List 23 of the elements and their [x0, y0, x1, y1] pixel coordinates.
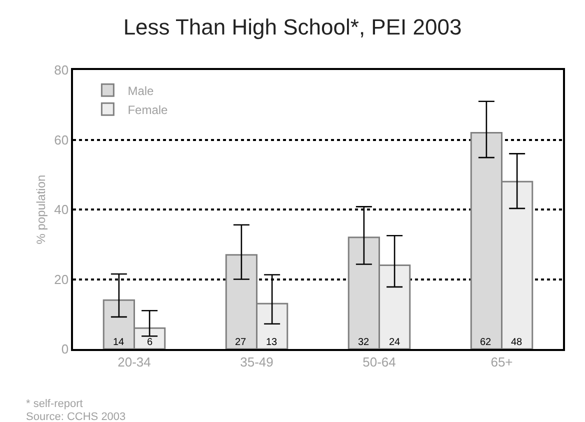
x-tick-label: 65+ — [490, 354, 513, 370]
legend-label: Female — [128, 102, 168, 117]
legend-label: Male — [128, 84, 154, 98]
y-tick-label: 80 — [54, 62, 69, 78]
data-label: 24 — [389, 337, 401, 348]
data-label: 13 — [266, 337, 278, 348]
text: * self-report — [26, 398, 83, 410]
x-tick-label: 50-64 — [362, 354, 396, 370]
y-tick-label: 60 — [54, 132, 69, 148]
data-label: 14 — [113, 337, 125, 348]
source-note: Source: CCHS 2003 — [26, 411, 126, 422]
data-label: 27 — [235, 337, 247, 348]
data-label: 48 — [511, 337, 523, 348]
chart-title: Less Than High School*, PEI 2003 — [123, 14, 462, 40]
y-tick-label: 20 — [54, 272, 69, 287]
y-tick-label: 40 — [54, 202, 69, 218]
y-axis-title: % population — [34, 174, 48, 244]
y-tick-label: 0 — [61, 342, 69, 357]
x-tick-label: 35-49 — [240, 354, 274, 370]
data-label: 62 — [480, 337, 492, 348]
x-tick-label: 20-34 — [118, 354, 151, 370]
data-label: 6 — [147, 337, 153, 348]
data-label: 32 — [358, 337, 370, 348]
